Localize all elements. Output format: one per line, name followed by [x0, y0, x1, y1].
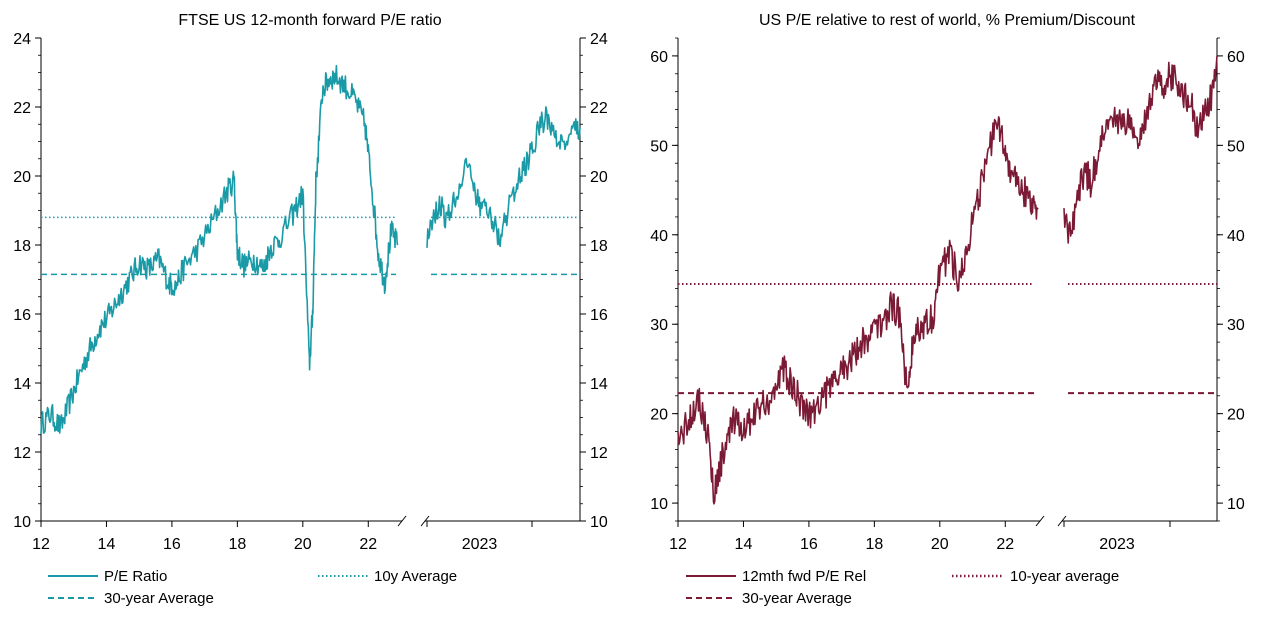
- y-tick-label-right: 30: [1227, 317, 1245, 334]
- y-tick-label: 60: [650, 49, 668, 66]
- y-tick-label: 16: [13, 307, 31, 324]
- legend-label-pe-ratio: P/E Ratio: [104, 568, 167, 585]
- y-tick-label-right: 22: [590, 100, 608, 117]
- y-tick-label: 14: [13, 376, 31, 393]
- x-tick-label: 18: [865, 536, 883, 553]
- x-tick-label: 16: [800, 536, 818, 553]
- y-tick-label: 20: [650, 407, 668, 424]
- legend-label-30-year-average-right: 30-year Average: [742, 590, 852, 607]
- series-line-main: [40, 64, 399, 435]
- x-tick-label: 16: [163, 536, 181, 553]
- x-tick-label: 12: [32, 536, 50, 553]
- left-legend: P/E Ratio 10y Average 30-year Average: [48, 568, 457, 607]
- axis-break-mark: [397, 515, 407, 527]
- y-tick-label-right: 20: [1227, 407, 1245, 424]
- x-tick-label: 22: [996, 536, 1014, 553]
- y-tick-label: 24: [13, 31, 31, 48]
- left-chart-title: FTSE US 12-month forward P/E ratio: [178, 12, 441, 29]
- series-line-zoom: [1063, 55, 1218, 244]
- y-tick-label-right: 10: [590, 514, 608, 531]
- series-line-main: [677, 116, 1039, 505]
- y-tick-label: 22: [13, 100, 31, 117]
- axis-break-mark: [1057, 515, 1067, 527]
- y-tick-label-right: 10: [1227, 496, 1245, 513]
- legend-label-30-year-average-left: 30-year Average: [104, 590, 214, 607]
- right-chart-title: US P/E relative to rest of world, % Prem…: [759, 12, 1136, 29]
- y-tick-label-right: 16: [590, 307, 608, 324]
- y-tick-label-right: 18: [590, 238, 608, 255]
- x-tick-label: 20: [931, 536, 949, 553]
- y-tick-label: 12: [13, 445, 31, 462]
- legend-label-10y-average: 10y Average: [374, 568, 457, 585]
- x-tick-label: 18: [228, 536, 246, 553]
- y-tick-label: 30: [650, 317, 668, 334]
- y-tick-label-right: 24: [590, 31, 608, 48]
- y-tick-label: 20: [13, 169, 31, 186]
- y-tick-label-right: 14: [590, 376, 608, 393]
- y-tick-label-right: 50: [1227, 138, 1245, 155]
- y-tick-label: 50: [650, 138, 668, 155]
- x-tick-label: 14: [98, 536, 116, 553]
- left-chart: FTSE US 12-month forward P/E ratio 10 101…: [13, 12, 608, 553]
- axis-break-mark: [1035, 515, 1045, 527]
- x-tick-label: 22: [359, 536, 377, 553]
- y-tick-label-right: 60: [1227, 49, 1245, 66]
- y-tick-label-right: 20: [590, 169, 608, 186]
- right-legend: 12mth fwd P/E Rel 10-year average 30-yea…: [686, 568, 1119, 607]
- legend-label-12mth-fwd-pe-rel: 12mth fwd P/E Rel: [742, 568, 866, 585]
- y-tick-label: 10: [13, 514, 31, 531]
- x-tick-label-zoom: 2023: [462, 536, 498, 553]
- axis-break-mark: [420, 515, 430, 527]
- x-tick-label-zoom: 2023: [1099, 536, 1135, 553]
- series-line-zoom: [426, 106, 581, 248]
- x-tick-label: 12: [669, 536, 687, 553]
- y-tick-label: 18: [13, 238, 31, 255]
- x-tick-label: 14: [735, 536, 753, 553]
- y-tick-label-right: 12: [590, 445, 608, 462]
- right-chart: US P/E relative to rest of world, % Prem…: [650, 12, 1245, 553]
- x-tick-label: 20: [294, 536, 312, 553]
- y-tick-label: 10: [650, 496, 668, 513]
- y-tick-label: 40: [650, 228, 668, 245]
- y-tick-label-right: 40: [1227, 228, 1245, 245]
- legend-label-10-year-average: 10-year average: [1010, 568, 1119, 585]
